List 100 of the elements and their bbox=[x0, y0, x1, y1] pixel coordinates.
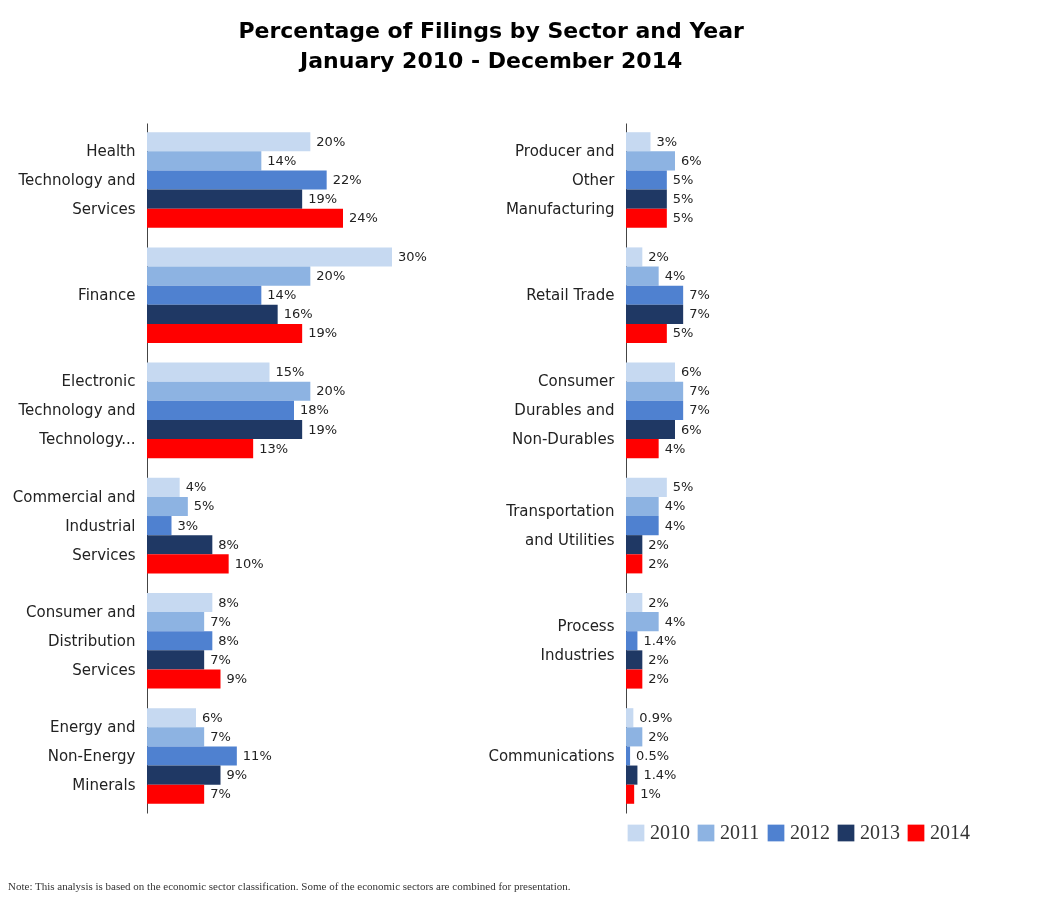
data-label: 2% bbox=[648, 594, 669, 610]
bar bbox=[147, 439, 254, 459]
bar bbox=[147, 592, 213, 613]
y-tick-label: Transportation and Utilities bbox=[505, 502, 615, 550]
bar bbox=[626, 784, 635, 804]
data-label: 2% bbox=[648, 671, 669, 687]
bar bbox=[147, 170, 327, 190]
bar bbox=[147, 285, 262, 305]
data-label: 4% bbox=[185, 479, 207, 495]
data-label: 15% bbox=[275, 364, 305, 380]
data-label: 19% bbox=[308, 421, 338, 437]
bar bbox=[147, 669, 221, 689]
data-label: 5% bbox=[672, 479, 694, 495]
bar bbox=[147, 208, 343, 228]
bar bbox=[626, 554, 643, 574]
bar bbox=[147, 189, 303, 209]
bar bbox=[626, 592, 643, 613]
data-label: 9% bbox=[226, 671, 248, 687]
data-label: 20% bbox=[316, 383, 346, 399]
data-label: 10% bbox=[234, 555, 264, 571]
data-label: 16% bbox=[283, 306, 313, 322]
data-label: 7% bbox=[689, 383, 710, 399]
data-label: 4% bbox=[664, 498, 686, 514]
bar bbox=[147, 612, 205, 632]
bar bbox=[626, 535, 643, 555]
data-label: 22% bbox=[332, 172, 362, 188]
bar bbox=[147, 323, 303, 344]
data-label: 8% bbox=[218, 594, 239, 610]
data-label: 6% bbox=[681, 364, 702, 380]
bar bbox=[626, 151, 675, 171]
data-label: 19% bbox=[308, 325, 338, 341]
bar bbox=[147, 727, 205, 747]
y-tick-label: Finance bbox=[78, 286, 136, 305]
bar bbox=[626, 439, 659, 459]
data-label: 2% bbox=[648, 728, 669, 744]
bar bbox=[147, 247, 392, 267]
bar bbox=[626, 132, 651, 152]
bar bbox=[147, 496, 188, 517]
bar bbox=[147, 650, 205, 670]
bar bbox=[626, 208, 667, 228]
y-tick-label: Retail Trade bbox=[526, 286, 615, 305]
data-label: 1.4% bbox=[643, 632, 677, 648]
legend-label: 2012 bbox=[790, 821, 830, 843]
bar bbox=[147, 554, 229, 574]
bar bbox=[626, 266, 659, 286]
bar bbox=[626, 631, 638, 651]
bar bbox=[626, 477, 667, 497]
text: Note: This analysis is based on the economic sector classification. Some of the economic sectors are combined for presentation. bbox=[8, 880, 572, 893]
data-label: 2% bbox=[648, 536, 669, 552]
bar bbox=[147, 151, 262, 171]
bar bbox=[626, 400, 684, 420]
data-label: 14% bbox=[267, 152, 297, 168]
y-tick-label: Consumer Durables and Non-Durables bbox=[512, 372, 616, 449]
y-tick-label: Process Industries bbox=[540, 617, 615, 665]
y-tick-label: Energy and Non-Energy Minerals bbox=[47, 717, 136, 794]
data-label: 8% bbox=[218, 632, 239, 648]
data-label: 2% bbox=[648, 651, 669, 667]
data-label: 14% bbox=[267, 287, 297, 303]
text: Percentage of Filings by Sector and Year bbox=[238, 18, 745, 43]
legend-label: 2013 bbox=[860, 821, 900, 843]
data-label: 30% bbox=[398, 248, 427, 264]
y-tick-label: Commercial and Industrial Services bbox=[12, 487, 136, 564]
data-label: 0.5% bbox=[636, 747, 670, 763]
bar bbox=[626, 708, 634, 728]
bar bbox=[626, 285, 684, 305]
bar bbox=[147, 516, 172, 536]
data-label: 19% bbox=[308, 191, 338, 207]
data-label: 6% bbox=[681, 152, 702, 168]
data-label: 5% bbox=[193, 498, 215, 514]
data-label: 7% bbox=[210, 613, 231, 629]
bar bbox=[626, 612, 659, 632]
bar bbox=[626, 650, 643, 670]
data-label: 7% bbox=[210, 728, 231, 744]
bar bbox=[147, 132, 311, 152]
bar bbox=[626, 516, 659, 536]
legend-label: 2010 bbox=[650, 821, 690, 843]
data-label: 24% bbox=[349, 210, 378, 226]
data-label: 7% bbox=[210, 786, 231, 802]
data-label: 20% bbox=[316, 133, 346, 149]
bar bbox=[626, 496, 659, 517]
data-label: 7% bbox=[689, 306, 710, 322]
legend-label: 2014 bbox=[930, 821, 970, 843]
data-label: 5% bbox=[672, 325, 694, 341]
data-label: 6% bbox=[681, 421, 702, 437]
data-label: 7% bbox=[689, 402, 710, 418]
bar bbox=[626, 362, 675, 382]
bar bbox=[147, 765, 221, 785]
data-label: 8% bbox=[218, 536, 239, 552]
bar bbox=[147, 708, 196, 728]
data-label: 7% bbox=[689, 287, 710, 303]
data-label: 3% bbox=[656, 133, 678, 149]
bar bbox=[626, 419, 675, 440]
bar bbox=[626, 381, 684, 401]
data-label: 4% bbox=[664, 440, 686, 456]
data-label: 1% bbox=[640, 786, 661, 802]
y-tick-label: Producer and Other Manufacturing bbox=[505, 142, 616, 219]
data-label: 4% bbox=[664, 268, 686, 284]
bar bbox=[626, 323, 667, 344]
bar bbox=[626, 746, 631, 766]
data-label: 3% bbox=[177, 517, 199, 533]
